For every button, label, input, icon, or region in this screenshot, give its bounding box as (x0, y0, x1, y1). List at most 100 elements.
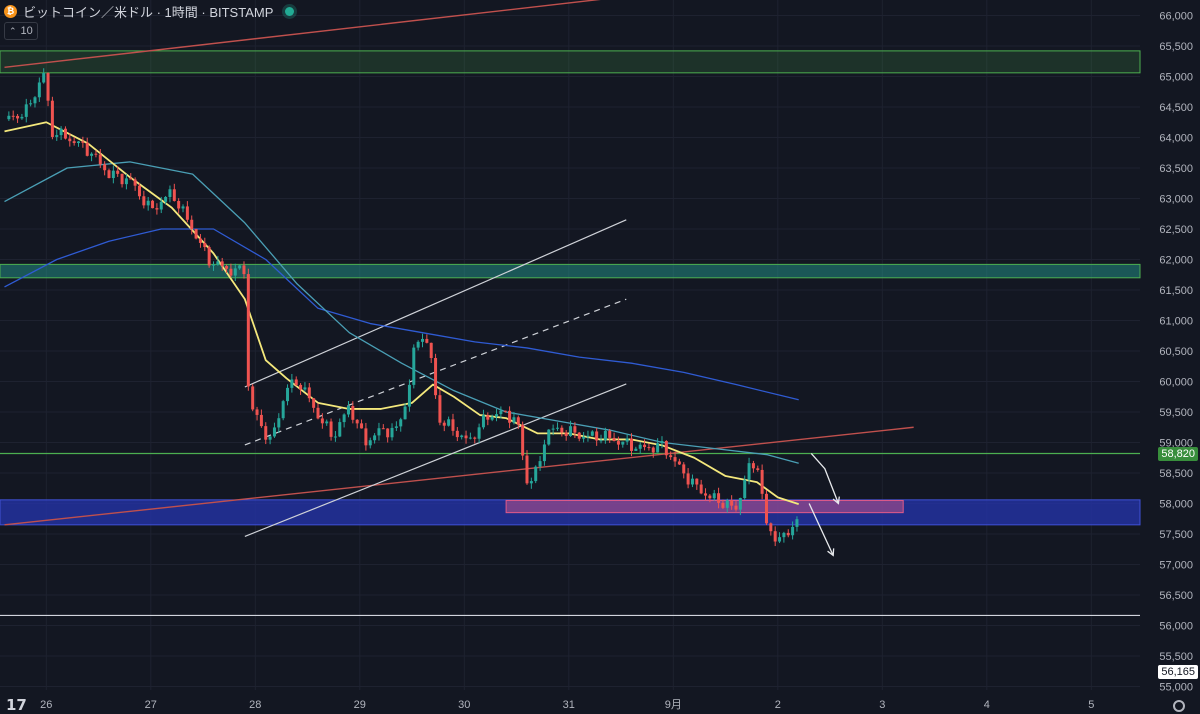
candle-body (151, 200, 155, 209)
candle-body (294, 379, 298, 385)
candle-body (364, 428, 368, 446)
candle-body (564, 432, 568, 436)
candle-body (778, 537, 782, 542)
candle-body (325, 421, 329, 424)
y-tick-label: 63,500 (1159, 163, 1193, 175)
candle-body (246, 274, 250, 387)
candle-body (37, 82, 41, 98)
y-tick-label: 63,000 (1159, 194, 1193, 206)
candle-body (68, 138, 72, 142)
candle-body (225, 266, 229, 269)
candle-body (464, 435, 468, 439)
candle-body (55, 135, 59, 137)
candle-body (146, 200, 150, 206)
candle-body (621, 441, 625, 445)
green-zone-upper (0, 50, 1141, 74)
candle-body (251, 386, 255, 410)
candle-body (573, 426, 577, 433)
candle-body (272, 427, 276, 437)
candle-body (534, 466, 538, 482)
candle-body (743, 479, 747, 499)
candle-body (233, 268, 237, 276)
price-label-green: 58,820 (1158, 447, 1198, 461)
candle-body (242, 265, 246, 275)
candle-body (704, 493, 708, 496)
candle-body (303, 387, 307, 390)
candle-body (360, 423, 364, 429)
candle-body (129, 178, 133, 180)
settings-gear-icon[interactable] (1173, 700, 1185, 712)
candle-body (164, 196, 168, 202)
candle-body (255, 409, 259, 415)
indicator-toggle[interactable]: ⌃ 10 (4, 22, 38, 40)
chart-header: ₿ ビットコイン／米ドル · 1時間 · BITSTAMP (4, 2, 295, 20)
candle-body (690, 478, 694, 485)
ma-fast-line (4, 121, 799, 505)
candle-body (434, 358, 438, 396)
candle-body (555, 427, 559, 429)
candle-body (421, 338, 424, 342)
candle-body (190, 219, 194, 230)
y-tick-label: 61,000 (1159, 316, 1193, 328)
candle-body (216, 261, 220, 265)
candle-body (677, 461, 681, 465)
candles (7, 68, 799, 547)
candle-body (521, 424, 525, 456)
x-tick-label: 4 (984, 699, 990, 711)
x-tick-label: 5 (1088, 699, 1094, 711)
candle-body (299, 384, 303, 390)
arrow-head (832, 496, 840, 505)
market-status-icon (285, 6, 295, 16)
candle-body (460, 435, 464, 438)
y-tick-label: 65,500 (1159, 41, 1193, 53)
symbol-title[interactable]: ビットコイン／米ドル · 1時間 · BITSTAMP (23, 4, 274, 20)
candle-body (756, 468, 760, 470)
candle-body (438, 395, 442, 423)
candle-body (738, 498, 742, 510)
y-tick-label: 66,000 (1159, 11, 1193, 23)
candle-body (20, 116, 24, 119)
candle-body (133, 179, 137, 186)
candle-body (486, 415, 490, 420)
candle-body (582, 436, 586, 439)
candle-body (473, 437, 477, 439)
trend-line-support (4, 426, 914, 526)
candle-body (142, 196, 146, 206)
candle-body (377, 428, 381, 436)
candle-body (220, 261, 224, 267)
candle-body (281, 401, 285, 419)
candle-body (717, 493, 721, 503)
candle-body (77, 141, 81, 144)
candle-body (786, 532, 790, 536)
candle-body (730, 500, 734, 506)
moving-averages (4, 121, 799, 505)
candle-body (333, 436, 337, 438)
candle-body (747, 463, 751, 480)
candle-body (760, 469, 764, 494)
candle-body (542, 444, 546, 462)
candle-body (699, 484, 703, 494)
candle-body (660, 441, 664, 444)
y-tick-label: 59,500 (1159, 407, 1193, 419)
x-tick-label: 26 (40, 699, 52, 711)
candle-body (81, 141, 85, 143)
indicator-count: 10 (20, 25, 33, 37)
y-tick-label: 55,000 (1159, 682, 1193, 694)
candle-body (499, 410, 503, 415)
candle-body (547, 429, 551, 445)
candle-body (481, 415, 485, 428)
candle-body (85, 142, 89, 156)
candle-body (342, 414, 346, 423)
candle-body (590, 431, 594, 436)
candle-body (386, 428, 390, 438)
x-tick-label: 27 (145, 699, 157, 711)
candle-body (764, 493, 768, 524)
candle-body (447, 419, 451, 426)
candle-body (734, 505, 738, 510)
grid-lines (0, 0, 1140, 690)
candle-body (782, 532, 786, 538)
candle-body (238, 265, 242, 269)
candle-body (137, 185, 141, 197)
candle-body (207, 247, 211, 266)
